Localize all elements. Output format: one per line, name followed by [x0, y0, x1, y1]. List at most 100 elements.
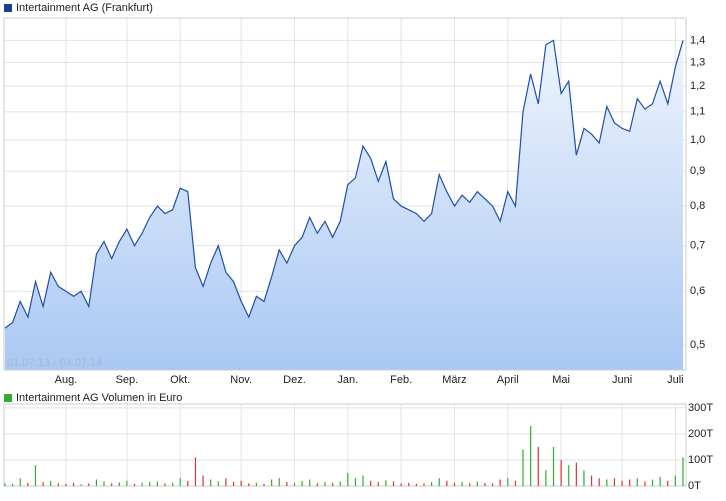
- volume-bar: [522, 449, 524, 486]
- volume-bar: [202, 475, 204, 486]
- x-tick-label: Sep.: [116, 374, 139, 386]
- volume-bar: [431, 482, 433, 486]
- volume-bar: [133, 483, 136, 486]
- legend-swatch: [4, 4, 12, 12]
- volume-bar: [4, 483, 6, 486]
- x-tick-label: Mai: [552, 374, 570, 386]
- volume-bar: [263, 483, 265, 486]
- chart-title: Intertainment AG (Frankfurt): [16, 2, 153, 14]
- volume-bar: [324, 482, 326, 486]
- volume-bar: [461, 482, 463, 486]
- volume-bar: [286, 482, 288, 486]
- volume-bar: [507, 478, 509, 486]
- volume-bar: [248, 483, 250, 486]
- volume-bar: [438, 478, 440, 486]
- volume-bar: [171, 482, 174, 486]
- y-tick-label: 1,4: [690, 34, 705, 46]
- volume-bar: [293, 482, 296, 486]
- volume-bar: [613, 478, 616, 486]
- volume-bar: [651, 479, 654, 486]
- volume-bar: [210, 479, 212, 486]
- y-tick-label: 300T: [688, 402, 713, 414]
- volume-bar: [583, 470, 585, 486]
- y-tick-label: 100T: [688, 454, 713, 466]
- volume-bar: [12, 483, 14, 486]
- volume-bar: [217, 481, 219, 486]
- volume-bar: [95, 479, 98, 486]
- volume-bar: [537, 446, 539, 486]
- y-tick-label: 1,2: [690, 80, 705, 92]
- volume-bar: [530, 426, 532, 486]
- volume-bar: [225, 478, 227, 486]
- volume-bar: [575, 462, 577, 486]
- x-tick-label: Dez.: [283, 374, 306, 386]
- volume-bar: [111, 483, 113, 486]
- volume-bar: [156, 481, 158, 486]
- volume-bar: [240, 480, 242, 486]
- volume-bar: [644, 481, 646, 486]
- volume-bar: [377, 482, 379, 486]
- volume-bar: [514, 480, 517, 486]
- volume-bar: [415, 483, 417, 486]
- volume-bar: [392, 481, 395, 486]
- volume-bar: [400, 483, 402, 486]
- volume-bar: [606, 479, 608, 486]
- x-tick-label: Juli: [667, 374, 684, 386]
- volume-bar: [126, 480, 128, 486]
- volume-title: Intertainment AG Volumen in Euro: [16, 392, 182, 404]
- y-tick-label: 0,5: [690, 339, 705, 351]
- volume-bar: [316, 483, 318, 486]
- x-tick-label: April: [497, 374, 519, 386]
- volume-bar: [50, 480, 52, 486]
- y-tick-label: 1,3: [690, 56, 705, 68]
- volume-bar: [164, 483, 166, 486]
- volume-bar: [141, 482, 143, 486]
- volume-bar: [65, 483, 67, 486]
- volume-bar: [682, 457, 684, 486]
- volume-bar: [34, 465, 37, 486]
- volume-bar: [57, 483, 59, 486]
- volume-bar: [88, 483, 90, 486]
- volume-bar: [339, 481, 341, 486]
- volume-bar: [278, 478, 280, 486]
- legend-swatch: [4, 394, 12, 402]
- volume-bar: [408, 482, 410, 486]
- volume-bar: [149, 482, 151, 486]
- volume-bar: [629, 479, 631, 486]
- volume-bar: [453, 482, 456, 486]
- volume-bar: [674, 475, 676, 486]
- volume-bar: [598, 478, 600, 486]
- plot-frame: [3, 17, 687, 371]
- x-tick-label: Jan.: [337, 374, 358, 386]
- volume-bar: [42, 482, 44, 486]
- volume-bar: [552, 446, 555, 486]
- volume-bar: [354, 478, 357, 486]
- volume-bar: [560, 459, 562, 486]
- volume-bar: [491, 483, 494, 486]
- x-tick-label: Okt.: [170, 374, 190, 386]
- y-tick-label: 0T: [688, 480, 701, 492]
- volume-bar: [80, 484, 82, 486]
- date-range: 01.07.13 - 04.07.14: [7, 357, 102, 369]
- volume-bar: [370, 480, 372, 486]
- y-tick-label: 1,1: [690, 106, 705, 118]
- volume-bar: [331, 482, 334, 486]
- volume-bar: [545, 470, 547, 486]
- volume-bar: [362, 475, 364, 486]
- volume-bar: [446, 480, 448, 486]
- y-tick-label: 0,7: [690, 240, 705, 252]
- volume-frame: [3, 403, 687, 487]
- volume-bar: [255, 482, 257, 486]
- volume-bar: [19, 478, 21, 486]
- x-tick-label: Feb.: [390, 374, 412, 386]
- volume-bar: [27, 482, 29, 486]
- y-tick-label: 1,0: [690, 134, 705, 146]
- volume-bar: [568, 465, 570, 486]
- y-tick-label: 0,9: [690, 165, 705, 177]
- volume-bar: [659, 476, 661, 486]
- volume-bar: [271, 479, 273, 486]
- volume-bar: [179, 478, 181, 486]
- volume-bar: [347, 472, 349, 486]
- volume-bar: [72, 482, 75, 486]
